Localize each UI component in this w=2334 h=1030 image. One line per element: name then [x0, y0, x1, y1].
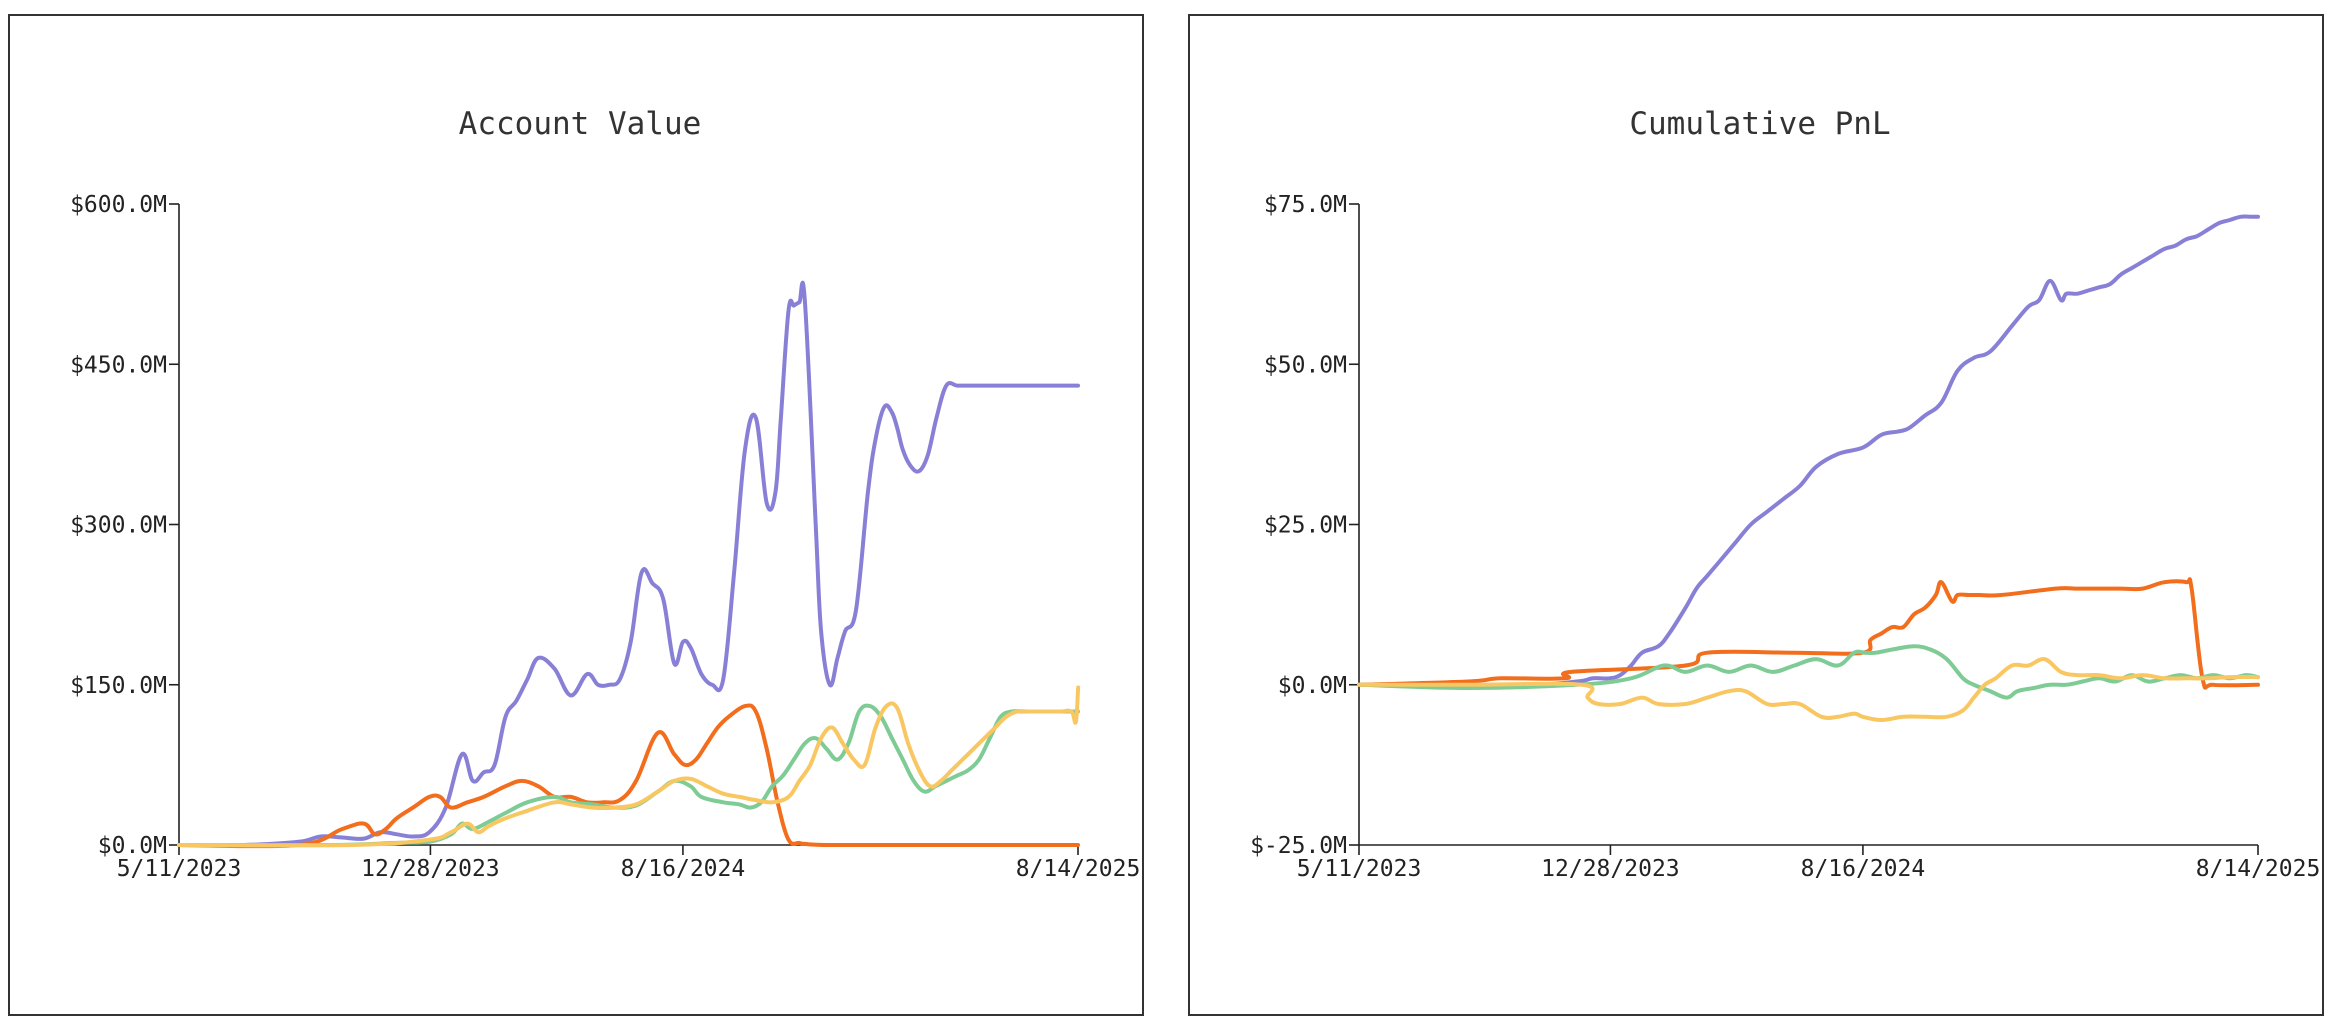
account-value-chart: Account Value $0.0M $150.0M $300.0M $450.0M $… [70, 106, 1141, 882]
y-tick-label: $75.0M [1264, 192, 1347, 218]
series-line-orange [1357, 577, 2260, 690]
x-tick-label: 5/11/2023 [117, 856, 242, 882]
y-tick-label: $25.0M [1264, 513, 1347, 539]
x-tick-label: 8/16/2024 [1801, 856, 1926, 882]
y-tick-label: $150.0M [70, 673, 167, 699]
x-tick-label: 8/14/2025 [2196, 856, 2321, 882]
y-tick-label: $450.0M [70, 352, 167, 378]
y-tick-label: $300.0M [70, 513, 167, 539]
series-line-orange [177, 703, 1080, 849]
x-tick-label: 12/28/2023 [361, 856, 499, 882]
x-tick-label: 5/11/2023 [1297, 856, 1422, 882]
cumulative-pnl-chart: Cumulative PnL $-25.0M $0.0M $25.0M $50.0M $7… [1250, 106, 2321, 882]
series-line-green [1357, 644, 2260, 700]
x-tick-label: 8/16/2024 [621, 856, 746, 882]
series-line-purple [1357, 214, 2260, 688]
y-tick-label: $-25.0M [1250, 833, 1347, 859]
x-tick-label: 8/14/2025 [1016, 856, 1141, 882]
series-line-yellow [1357, 657, 2260, 722]
chart-title: Cumulative PnL [1629, 106, 1890, 142]
y-tick-label: $600.0M [70, 192, 167, 218]
series-line-purple [177, 280, 1080, 848]
y-tick-label: $0.0M [1278, 673, 1347, 699]
y-tick-label: $50.0M [1264, 352, 1347, 378]
series-line-green [177, 703, 1080, 848]
account-value-panel: Account Value $0.0M $150.0M $300.0M $450.0M $… [8, 14, 1144, 1016]
series-line-yellow [177, 685, 1081, 848]
chart-title: Account Value [459, 106, 702, 142]
cumulative-pnl-panel: Cumulative PnL $-25.0M $0.0M $25.0M $50.0M $7… [1188, 14, 2324, 1016]
y-tick-label: $0.0M [98, 833, 167, 859]
x-tick-label: 12/28/2023 [1541, 856, 1679, 882]
